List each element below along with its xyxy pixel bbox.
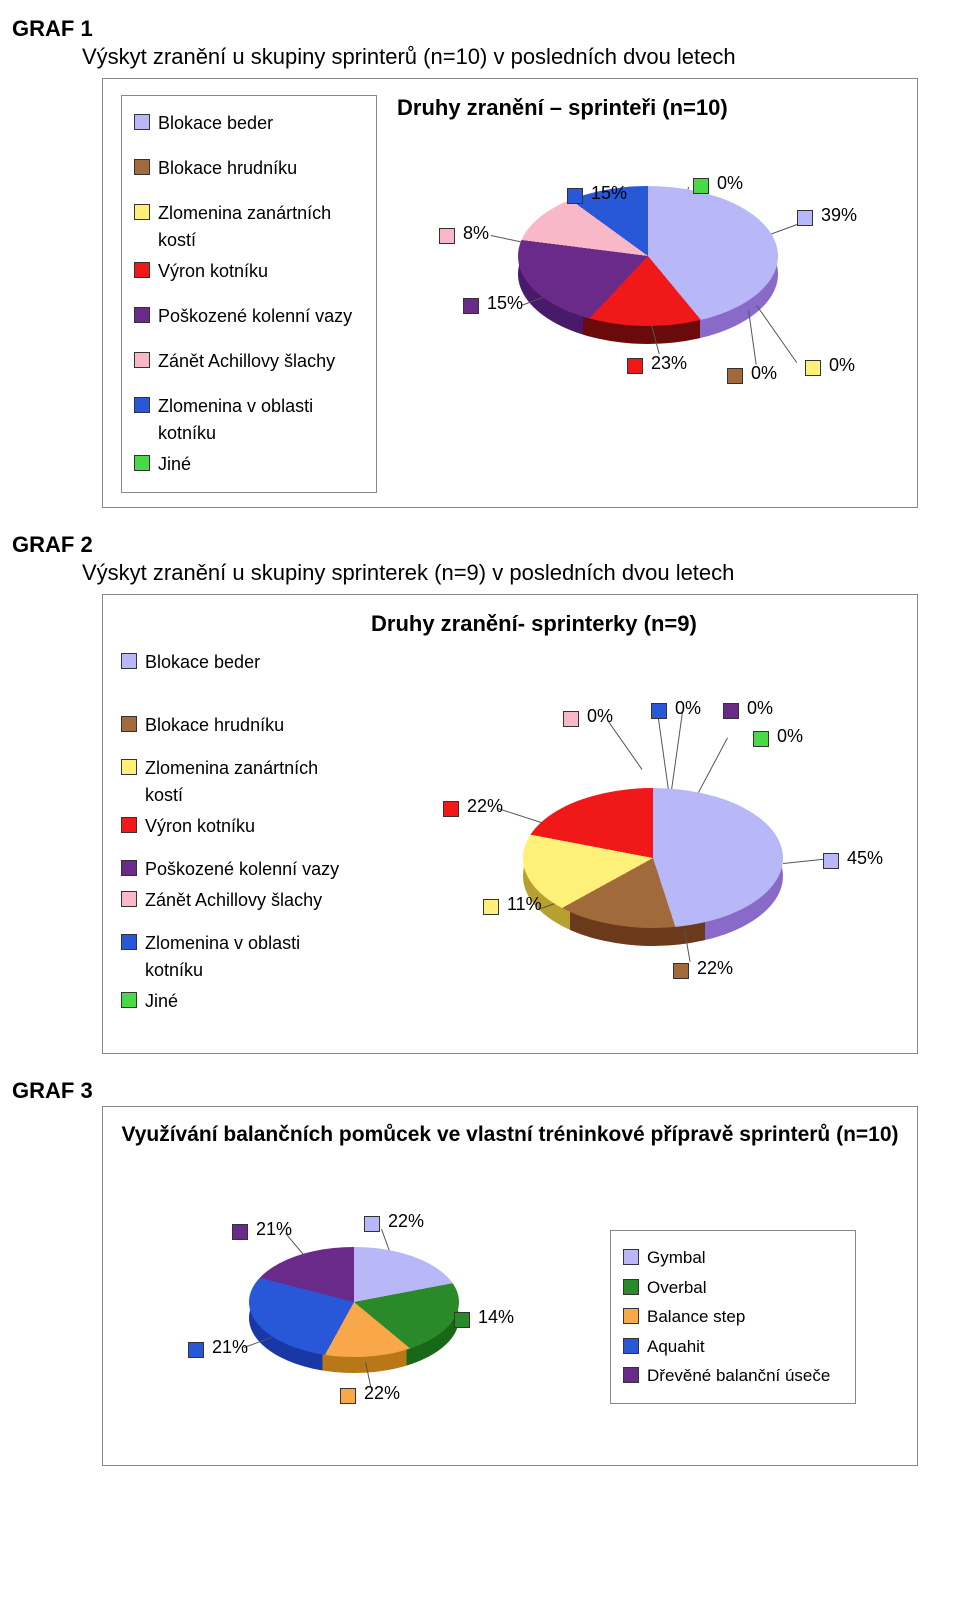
legend-label: Jiné	[145, 988, 178, 1015]
graf2-legend: Blokace hrudníku Zlomenina zanártních ko…	[121, 698, 363, 1029]
swatch	[121, 817, 137, 833]
swatch	[134, 307, 150, 323]
graf1-pie-area: Druhy zranění – sprinteři (n=10) 15% 0% …	[397, 95, 899, 356]
pie-top	[518, 186, 778, 326]
swatch	[121, 759, 137, 775]
value-label: 0%	[723, 698, 773, 719]
swatch	[121, 860, 137, 876]
value-label: 21%	[232, 1219, 292, 1240]
value-label: 21%	[188, 1337, 248, 1358]
swatch	[134, 159, 150, 175]
legend-label: Aquahit	[647, 1334, 705, 1360]
legend-label: Blokace beder	[158, 110, 273, 137]
legend-label: Zlomenina v oblasti kotníku	[158, 393, 364, 447]
graf3-label: GRAF 3	[12, 1078, 948, 1104]
swatch	[134, 352, 150, 368]
swatch	[121, 891, 137, 907]
value-label: 8%	[439, 223, 489, 244]
value-label: 0%	[727, 363, 777, 384]
graf2-chart-title: Druhy zranění- sprinterky (n=9)	[371, 611, 697, 637]
graf3-chart-title: Využívání balančních pomůcek ve vlastní …	[121, 1123, 899, 1147]
value-label: 22%	[673, 958, 733, 979]
legend-label: Balance step	[647, 1304, 745, 1330]
legend-label: Jiné	[158, 451, 191, 478]
graf1-chart-title: Druhy zranění – sprinteři (n=10)	[397, 95, 899, 121]
pie-top	[523, 788, 783, 928]
swatch	[121, 992, 137, 1008]
swatch	[134, 455, 150, 471]
value-label: 15%	[463, 293, 523, 314]
graf1-chart: Blokace beder Blokace hrudníku Zlomenina…	[102, 78, 918, 508]
swatch	[134, 262, 150, 278]
legend-label: Poškozené kolenní vazy	[158, 303, 352, 330]
swatch	[623, 1308, 639, 1324]
value-label: 45%	[823, 848, 883, 869]
graf1-pie	[518, 186, 778, 356]
legend-label: Blokace hrudníku	[145, 712, 284, 739]
swatch	[623, 1279, 639, 1295]
legend-label: Overbal	[647, 1275, 707, 1301]
graf2-pie-area: 0% 0% 0% 0% 22% 45% 11% 22%	[383, 698, 899, 958]
swatch	[121, 934, 137, 950]
pie-top	[249, 1247, 459, 1357]
swatch	[134, 114, 150, 130]
legend-label: Výron kotníku	[145, 813, 255, 840]
graf3-chart: Využívání balančních pomůcek ve vlastní …	[102, 1106, 918, 1466]
value-label: 22%	[364, 1211, 424, 1232]
value-label: 0%	[693, 173, 743, 194]
value-label: 0%	[651, 698, 701, 719]
swatch	[121, 716, 137, 732]
swatch	[623, 1367, 639, 1383]
value-label: 0%	[563, 706, 613, 727]
graf2-subtitle: Výskyt zranění u skupiny sprinterek (n=9…	[82, 560, 948, 586]
legend-label: Gymbal	[647, 1245, 706, 1271]
graf1-subtitle: Výskyt zranění u skupiny sprinterů (n=10…	[82, 44, 948, 70]
graf1-label: GRAF 1	[12, 16, 948, 42]
legend-label: Zlomenina zanártních kostí	[158, 200, 364, 254]
legend-label: Zánět Achillovy šlachy	[158, 348, 335, 375]
value-label: 22%	[340, 1383, 400, 1404]
value-label: 11%	[483, 894, 542, 915]
swatch	[623, 1249, 639, 1265]
graf2-chart: Blokace beder Druhy zranění- sprinterky …	[102, 594, 918, 1054]
value-label: 39%	[797, 205, 857, 226]
value-label: 15%	[567, 183, 627, 204]
value-label: 23%	[627, 353, 687, 374]
legend-label: Zlomenina zanártních kostí	[145, 755, 351, 809]
swatch	[121, 653, 137, 669]
graf2-label: GRAF 2	[12, 532, 948, 558]
value-label: 0%	[753, 726, 803, 747]
value-label: 0%	[805, 355, 855, 376]
legend-label: Poškozené kolenní vazy	[145, 856, 339, 883]
graf1-legend: Blokace beder Blokace hrudníku Zlomenina…	[121, 95, 377, 493]
graf3-pie-area: 22% 21% 14% 21% 22%	[144, 1207, 564, 1427]
value-label: 22%	[443, 796, 503, 817]
legend-label: Výron kotníku	[158, 258, 268, 285]
legend-label: Zlomenina v oblasti kotníku	[145, 930, 351, 984]
value-label: 14%	[454, 1307, 514, 1328]
swatch	[134, 204, 150, 220]
legend-label: Blokace hrudníku	[158, 155, 297, 182]
graf3-legend: Gymbal Overbal Balance step Aquahit Dřev…	[610, 1230, 856, 1404]
swatch	[134, 397, 150, 413]
graf3-pie	[249, 1247, 459, 1377]
graf2-legend-top: Blokace beder	[121, 635, 351, 690]
legend-label: Zánět Achillovy šlachy	[145, 887, 322, 914]
legend-label: Blokace beder	[145, 649, 260, 676]
graf2-pie	[523, 788, 783, 958]
swatch	[623, 1338, 639, 1354]
legend-label: Dřevěné balanční úseče	[647, 1363, 830, 1389]
